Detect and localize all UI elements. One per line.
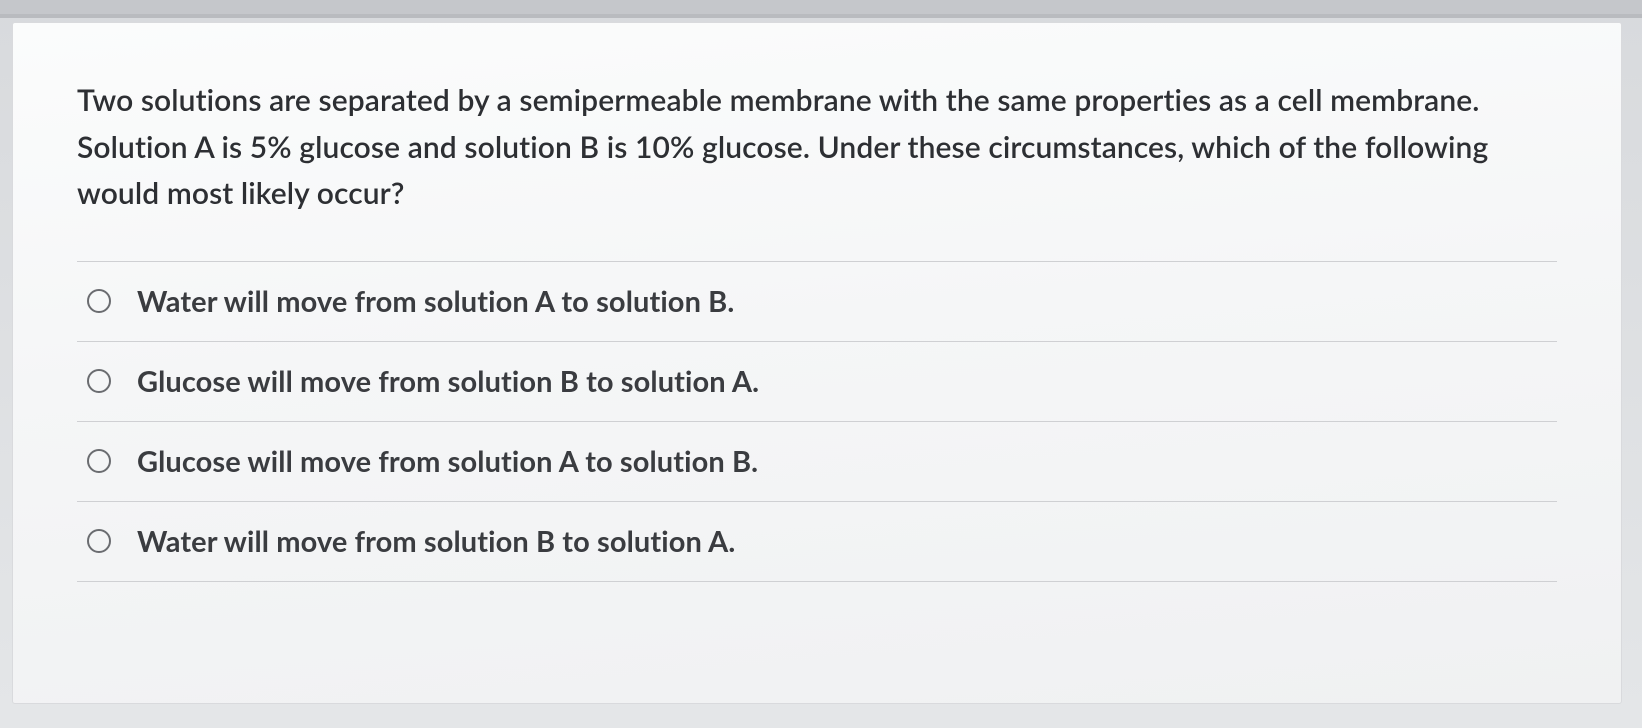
option-row[interactable]: Water will move from solution B to solut… [77, 502, 1557, 582]
page-background: Two solutions are separated by a semiper… [0, 0, 1642, 728]
radio-icon[interactable] [87, 449, 111, 473]
option-label: Water will move from solution B to solut… [137, 524, 735, 559]
top-border-strip [0, 0, 1642, 18]
question-card: Two solutions are separated by a semiper… [12, 22, 1622, 704]
radio-icon[interactable] [87, 529, 111, 553]
radio-icon[interactable] [87, 369, 111, 393]
option-label: Glucose will move from solution B to sol… [137, 364, 759, 399]
question-stem: Two solutions are separated by a semiper… [77, 77, 1557, 217]
option-label: Glucose will move from solution A to sol… [137, 444, 758, 479]
options-group: Water will move from solution A to solut… [77, 261, 1557, 582]
option-row[interactable]: Glucose will move from solution A to sol… [77, 422, 1557, 502]
option-label: Water will move from solution A to solut… [137, 284, 734, 319]
option-row[interactable]: Glucose will move from solution B to sol… [77, 342, 1557, 422]
radio-icon[interactable] [87, 289, 111, 313]
option-row[interactable]: Water will move from solution A to solut… [77, 262, 1557, 342]
